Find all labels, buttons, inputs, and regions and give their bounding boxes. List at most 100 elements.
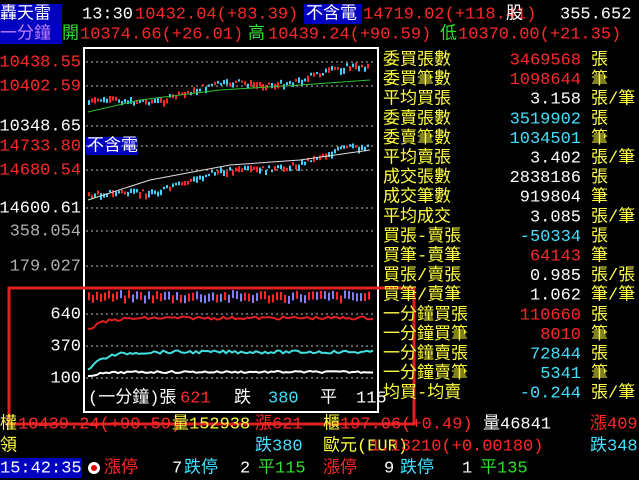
candle	[361, 64, 363, 68]
candle	[343, 67, 345, 74]
candle	[118, 190, 120, 194]
candle	[253, 82, 255, 89]
label: 10438.55	[0, 53, 81, 72]
candle	[139, 191, 141, 199]
candle	[133, 188, 135, 194]
volume-bar	[184, 295, 186, 304]
candle	[316, 72, 318, 75]
candle	[115, 191, 117, 197]
candle	[337, 66, 339, 70]
label: 9	[384, 459, 394, 478]
label: 1098644	[510, 71, 581, 90]
volume-bar	[216, 294, 218, 303]
candle	[190, 178, 192, 182]
candle	[151, 99, 153, 104]
candle	[280, 79, 282, 84]
candle	[256, 166, 258, 173]
label: 低	[440, 23, 457, 44]
volume-bar	[132, 294, 134, 303]
volume-bar	[188, 293, 190, 302]
label: 量46841	[483, 413, 551, 434]
candle	[292, 82, 294, 87]
candle	[202, 175, 204, 182]
label: 張/筆	[591, 206, 635, 227]
candle	[277, 165, 279, 169]
candle	[181, 181, 183, 186]
candle	[310, 72, 312, 76]
volume-bar	[180, 294, 182, 303]
label: 一分鐘	[0, 23, 51, 44]
candle	[109, 189, 111, 193]
candle	[184, 180, 186, 186]
candle	[142, 99, 144, 102]
volume-bar	[248, 293, 250, 302]
label: 1	[462, 459, 472, 478]
volume-bar	[136, 291, 138, 300]
candle	[217, 170, 219, 175]
volume-bar	[320, 290, 322, 299]
volume-bar	[328, 292, 330, 301]
volume-bar	[260, 291, 262, 300]
candle	[220, 167, 222, 174]
candle	[112, 190, 114, 198]
label: 跌380	[255, 435, 303, 456]
candle	[145, 99, 147, 105]
candle	[298, 164, 300, 171]
label: 一分鐘買筆	[383, 324, 468, 345]
candle	[223, 170, 225, 176]
candle	[352, 143, 354, 149]
volume-bar	[360, 293, 362, 302]
candle	[292, 162, 294, 166]
candle	[307, 157, 309, 162]
volume-bar	[368, 291, 370, 300]
candle	[166, 98, 168, 104]
candle	[181, 92, 183, 96]
candle	[163, 100, 165, 107]
label: 買筆/賣筆	[383, 285, 461, 306]
candle	[151, 189, 153, 195]
label: 委賣張數	[383, 108, 451, 129]
volume-bar	[300, 294, 302, 303]
label: 不含電	[306, 3, 357, 24]
volume-bar	[96, 291, 98, 300]
label: 一分鐘賣張	[383, 343, 468, 364]
candle	[130, 97, 132, 104]
candle	[301, 159, 303, 165]
label: 張	[591, 50, 608, 70]
candle	[349, 144, 351, 147]
candle	[214, 172, 216, 176]
label: 358.054	[10, 222, 81, 241]
label: 平均賣張	[383, 147, 451, 168]
label: 10348.65	[0, 117, 81, 136]
candle	[241, 168, 243, 172]
label: 5341	[540, 365, 581, 384]
volume-bar	[92, 294, 94, 303]
label: 張/筆	[591, 89, 635, 110]
label: 110660	[520, 306, 581, 325]
volume-bar	[196, 291, 198, 300]
volume-bar	[256, 292, 258, 301]
label: 10432.04(+83.39)	[135, 5, 298, 24]
candle	[283, 166, 285, 172]
candle	[268, 82, 270, 85]
volume-bar	[352, 292, 354, 301]
label: 10439.24(+90.59)	[268, 25, 431, 44]
label: 筆	[591, 363, 608, 384]
volume-bar	[220, 293, 222, 302]
candle	[271, 170, 273, 173]
volume-bar	[348, 291, 350, 300]
label: 15:42:35	[0, 459, 82, 478]
candle	[196, 88, 198, 96]
candle	[322, 153, 324, 158]
label: 1034501	[510, 130, 581, 149]
candle	[316, 156, 318, 160]
candle	[265, 85, 267, 91]
volume-bar	[312, 291, 314, 300]
label: 漲停	[104, 457, 138, 478]
volume-bar	[160, 293, 162, 302]
volume-bar	[240, 293, 242, 302]
candle	[232, 170, 234, 176]
candle	[247, 83, 249, 89]
candle	[106, 193, 108, 198]
candle	[277, 82, 279, 89]
